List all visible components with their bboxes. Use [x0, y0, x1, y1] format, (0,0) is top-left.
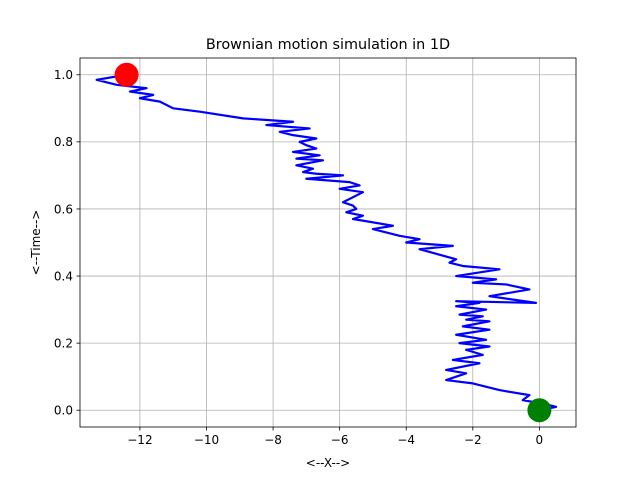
x-tick-label: −4	[397, 433, 415, 447]
x-tick-label: −8	[264, 433, 282, 447]
y-tick-label: 0.8	[54, 135, 73, 149]
x-tick-label: −2	[464, 433, 482, 447]
plot-frame	[79, 57, 577, 428]
tick-layer: −12 −10 −8 −6 −4 −2 0 0.0 0.2 0.4 0.6 0.8 1.0	[54, 68, 543, 447]
x-tick-label: −12	[127, 433, 152, 447]
y-tick-label: 0.0	[54, 404, 73, 418]
x-tick-label: −6	[331, 433, 349, 447]
x-tick-label: −10	[194, 433, 219, 447]
chart-title: Brownian motion simulation in 1D	[206, 37, 450, 53]
y-tick-label: 0.6	[54, 202, 73, 216]
series-layer	[95, 73, 558, 412]
y-axis-label: <--Time-->	[29, 210, 43, 276]
series-line	[95, 73, 558, 412]
y-tick-label: 0.4	[54, 269, 73, 283]
end-marker	[114, 62, 139, 87]
y-tick-label: 0.2	[54, 336, 73, 350]
marker-layer	[114, 62, 552, 423]
plot-area	[80, 58, 576, 427]
x-axis-label: <--X-->	[306, 456, 350, 470]
y-tick-label: 1.0	[54, 68, 73, 82]
start-marker	[527, 398, 552, 423]
x-tick-label: 0	[536, 433, 544, 447]
